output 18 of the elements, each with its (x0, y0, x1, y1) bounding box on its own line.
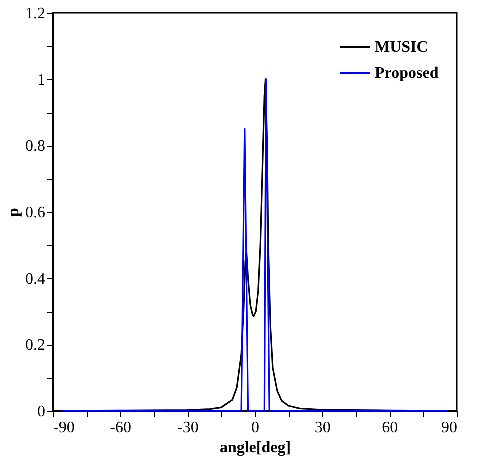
y-tick-label: 0 (38, 404, 46, 420)
x-tick-label: -60 (110, 420, 132, 436)
x-tick-label: 90 (442, 420, 458, 436)
y-tick-label: 0.8 (26, 138, 46, 156)
y-tick-label: 1.2 (26, 6, 46, 22)
y-tick-label: 0.2 (26, 337, 46, 354)
y-tick-label: 0.6 (26, 204, 46, 222)
legend-label: MUSIC (375, 39, 428, 56)
x-tick-label: -90 (54, 420, 75, 436)
y-tick-label: 0.4 (26, 270, 46, 288)
y-tick-label: 1 (38, 72, 46, 89)
x-tick-label: 30 (314, 420, 331, 436)
y-axis-title: p (6, 208, 22, 217)
legend-label: Proposed (375, 65, 439, 82)
x-tick-label: -30 (178, 420, 199, 436)
x-tick-label: 0 (252, 420, 260, 436)
x-tick-label: 60 (382, 420, 398, 436)
x-axis-title: angle[deg] (220, 440, 292, 456)
